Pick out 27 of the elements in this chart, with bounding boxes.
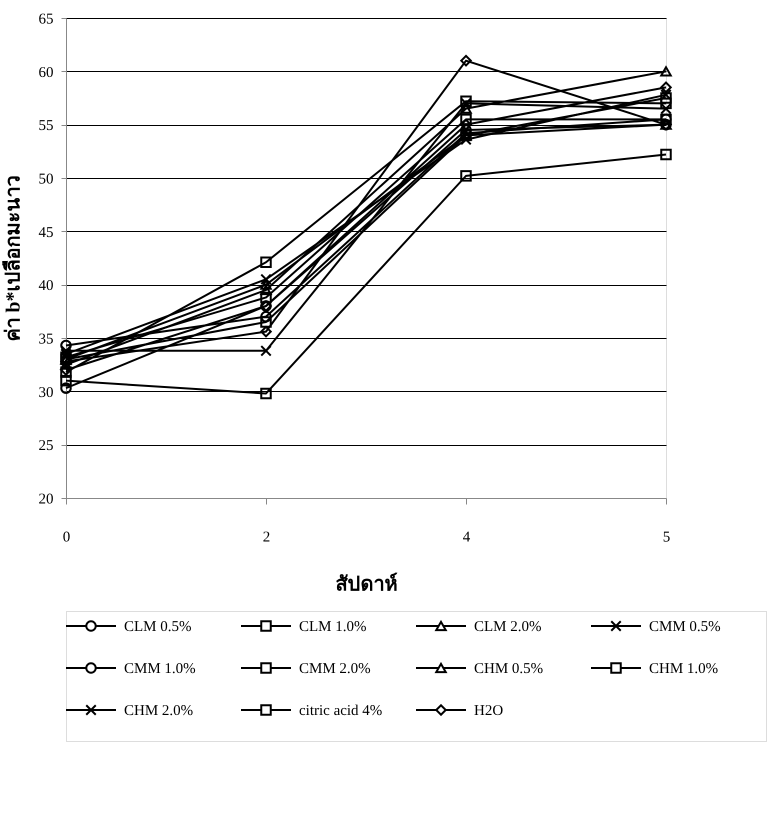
y-tick-label: 25 bbox=[38, 438, 54, 454]
legend-label: CHM 1.0% bbox=[649, 661, 718, 677]
legend-label: CMM 0.5% bbox=[649, 619, 721, 635]
legend-label: CLM 2.0% bbox=[474, 619, 542, 635]
y-tick-label: 45 bbox=[38, 224, 54, 241]
legend-label: CMM 1.0% bbox=[124, 661, 196, 677]
x-axis-title: สัปดาห์ bbox=[336, 572, 398, 596]
y-axis-title: ค่า b*เปลือกมะนาว bbox=[2, 175, 24, 342]
x-tick-label: 4 bbox=[462, 530, 471, 546]
legend-label: CHM 0.5% bbox=[474, 661, 544, 677]
legend-label: CLM 0.5% bbox=[124, 619, 192, 635]
y-tick-label: 35 bbox=[38, 332, 54, 348]
y-tick-label: 65 bbox=[38, 12, 54, 28]
y-tick-label: 55 bbox=[38, 118, 54, 134]
x-tick-label: 0 bbox=[62, 530, 70, 546]
legend-label: CHM 2.0% bbox=[124, 703, 194, 719]
legend-label: CMM 2.0% bbox=[299, 661, 371, 677]
y-tick-label: 30 bbox=[38, 384, 54, 401]
y-tick-label: 60 bbox=[38, 64, 54, 81]
y-tick-label: 50 bbox=[38, 172, 54, 188]
y-tick-label: 40 bbox=[38, 278, 54, 294]
x-tick-label: 2 bbox=[262, 530, 270, 546]
legend-label: H2O bbox=[474, 703, 504, 719]
legend-label: citric acid 4% bbox=[299, 703, 382, 719]
x-tick-label: 5 bbox=[662, 530, 670, 546]
y-tick-label: 20 bbox=[38, 492, 54, 508]
legend-label: CLM 1.0% bbox=[299, 619, 366, 635]
